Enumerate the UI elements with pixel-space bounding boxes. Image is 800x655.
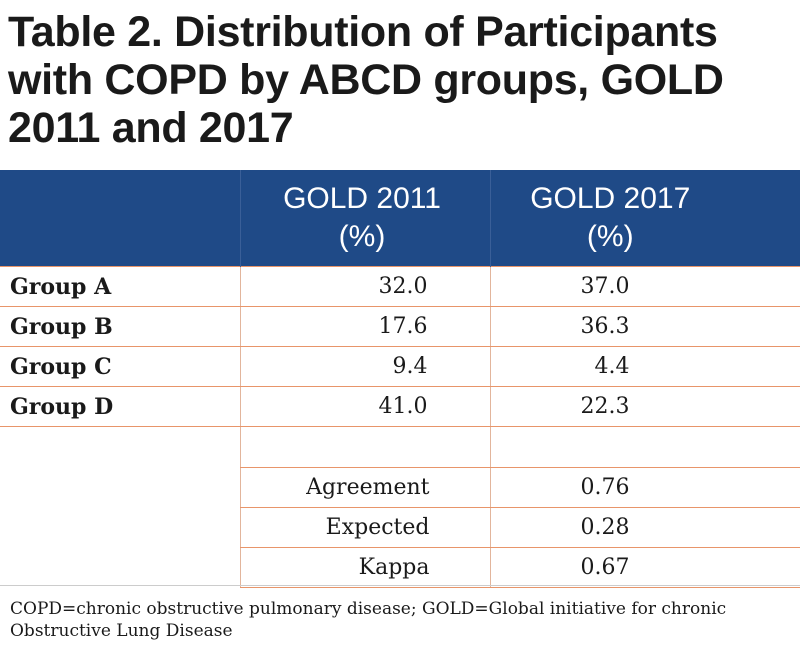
data-table-wrapper: GOLD 2011 (%) GOLD 2017 (%) Group A 32.0… — [0, 170, 800, 588]
table-row-group-b: Group B 17.6 36.3 — [0, 306, 800, 347]
header-gold-2017-line2: (%) — [586, 220, 634, 253]
header-empty-cell — [0, 170, 240, 267]
cell-gold-2017: 36.3 — [489, 306, 800, 347]
table-row-spacer — [0, 426, 800, 468]
empty-cell — [489, 426, 800, 468]
row-label: Group C — [0, 346, 240, 387]
stat-value: 0.28 — [489, 507, 800, 548]
header-gold-2011-line1: GOLD 2011 — [283, 182, 441, 215]
cell-gold-2011: 17.6 — [239, 306, 490, 347]
header-gold-2017-line1: GOLD 2017 — [530, 182, 691, 215]
empty-cell — [0, 427, 240, 468]
cell-gold-2017: 37.0 — [489, 266, 800, 307]
row-label: Group A — [0, 266, 240, 307]
cell-gold-2017: 22.3 — [489, 386, 800, 427]
stat-label: Expected — [239, 507, 490, 548]
stat-label: Kappa — [239, 547, 490, 588]
table-row-agreement: Agreement 0.76 — [0, 467, 800, 508]
header-gold-2011: GOLD 2011 (%) — [239, 170, 490, 267]
empty-cell — [0, 548, 240, 588]
header-gold-2017: GOLD 2017 (%) — [489, 170, 800, 267]
table-title: Table 2. Distribution of Participants wi… — [8, 8, 724, 152]
header-gold-2011-line2: (%) — [338, 220, 386, 253]
table-row-group-a: Group A 32.0 37.0 — [0, 266, 800, 307]
row-label: Group D — [0, 386, 240, 427]
footnote-divider — [0, 585, 800, 586]
stat-value: 0.76 — [489, 467, 800, 508]
table-row-expected: Expected 0.28 — [0, 507, 800, 548]
distribution-table: GOLD 2011 (%) GOLD 2017 (%) Group A 32.0… — [0, 170, 800, 588]
cell-gold-2011: 32.0 — [239, 266, 490, 307]
table-row-group-d: Group D 41.0 22.3 — [0, 386, 800, 427]
empty-cell — [239, 426, 490, 468]
header-row: GOLD 2011 (%) GOLD 2017 (%) — [0, 170, 800, 267]
empty-cell — [0, 468, 240, 508]
stat-label: Agreement — [239, 467, 490, 508]
cell-gold-2011: 9.4 — [239, 346, 490, 387]
cell-gold-2017: 4.4 — [489, 346, 800, 387]
cell-gold-2011: 41.0 — [239, 386, 490, 427]
empty-cell — [0, 508, 240, 548]
stat-value: 0.67 — [489, 547, 800, 588]
table-row-kappa: Kappa 0.67 — [0, 547, 800, 588]
table-row-group-c: Group C 9.4 4.4 — [0, 346, 800, 387]
footnote: COPD=chronic obstructive pulmonary disea… — [10, 599, 727, 641]
row-label: Group B — [0, 306, 240, 347]
